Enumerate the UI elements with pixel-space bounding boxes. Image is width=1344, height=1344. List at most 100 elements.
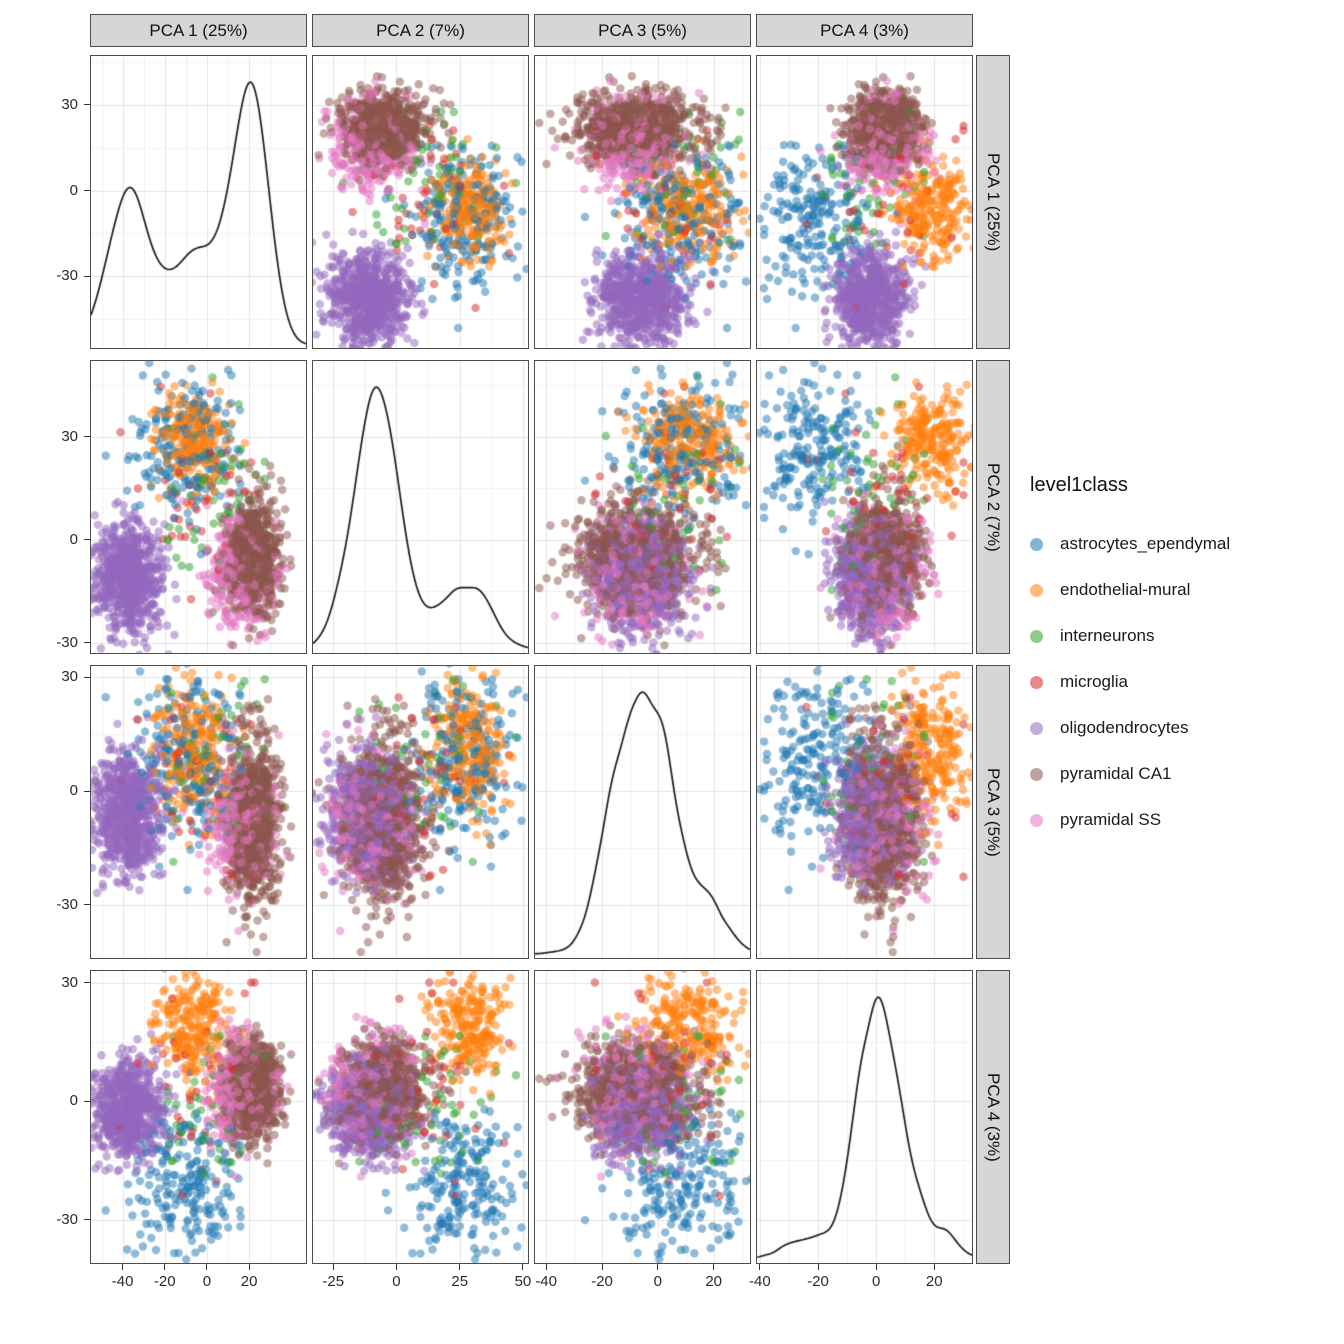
y-axis-tick-label: 0 xyxy=(69,1092,78,1110)
x-axis-tick-label: 50 xyxy=(514,1273,532,1290)
legend-entry: astrocytes_ependymal xyxy=(1030,521,1230,567)
legend-entry-label: pyramidal CA1 xyxy=(1060,764,1172,783)
x-axis-tick-mark xyxy=(248,1264,250,1270)
legend-entry-label: microglia xyxy=(1060,672,1129,691)
x-axis-tick-label: 0 xyxy=(202,1273,212,1290)
facet-strip-row-1: PCA 1 (25%) xyxy=(976,55,1010,349)
density-panel-pc1 xyxy=(90,55,307,349)
y-axis-tick-label: -30 xyxy=(56,633,78,651)
panel-canvas xyxy=(91,971,306,1263)
facet-strip-col-4: PCA 4 (3%) xyxy=(756,14,973,47)
legend-entry: interneurons xyxy=(1030,613,1230,659)
facet-strip-label: PCA 2 (7%) xyxy=(984,462,1003,552)
facet-strip-label: PCA 4 (3%) xyxy=(984,1072,1003,1162)
x-axis-tick-label: 0 xyxy=(392,1273,401,1290)
facet-strip-col-2: PCA 2 (7%) xyxy=(312,14,529,47)
scatter-panel-row2-col1 xyxy=(90,360,307,654)
y-axis-tick-mark xyxy=(84,436,90,438)
density-panel-pc2 xyxy=(312,360,529,654)
y-axis-tick-mark xyxy=(84,642,90,644)
x-axis-tick-mark xyxy=(459,1264,461,1270)
scatter-panel-row3-col2 xyxy=(312,665,529,959)
legend-entry: endothelial-mural xyxy=(1030,567,1230,613)
x-axis-tick-label: 0 xyxy=(653,1273,663,1290)
y-axis-tick-mark xyxy=(84,275,90,277)
panel-canvas xyxy=(535,361,750,653)
legend-title: level1class xyxy=(1030,474,1128,496)
y-axis-tick-mark xyxy=(84,676,90,678)
x-axis-tick-mark xyxy=(164,1264,166,1270)
legend-entry: pyramidal SS xyxy=(1030,797,1230,843)
x-axis-tick-label: 25 xyxy=(451,1273,469,1290)
panel-canvas xyxy=(535,666,750,958)
x-axis-tick-mark xyxy=(601,1264,603,1270)
legend-key-dot xyxy=(1030,675,1043,689)
panel-canvas xyxy=(757,361,972,653)
y-axis-tick-label: 30 xyxy=(61,973,78,991)
scatter-panel-row1-col3 xyxy=(534,55,751,349)
x-axis-tick-label: 20 xyxy=(705,1273,723,1290)
x-axis-tick-mark xyxy=(875,1264,877,1270)
panel-canvas xyxy=(757,56,972,348)
x-axis-tick-mark xyxy=(545,1264,547,1270)
legend: level1class astrocytes_ependymal endothe… xyxy=(1030,474,1230,843)
panel-canvas xyxy=(757,666,972,958)
facet-strip-row-3: PCA 3 (5%) xyxy=(976,665,1010,959)
x-axis-tick-label: -25 xyxy=(322,1273,345,1290)
facet-strip-label: PCA 1 (25%) xyxy=(984,152,1003,252)
facet-strip-label: PCA 1 (25%) xyxy=(149,20,248,40)
legend-entry-label: oligodendrocytes xyxy=(1060,718,1189,737)
legend-key-dot xyxy=(1030,721,1043,735)
panel-canvas xyxy=(91,56,306,348)
facet-strip-row-4: PCA 4 (3%) xyxy=(976,970,1010,1264)
x-axis-tick-label: -20 xyxy=(153,1273,176,1290)
panel-canvas xyxy=(313,361,528,653)
legend-key-dot xyxy=(1030,583,1043,597)
legend-key-dot xyxy=(1030,813,1043,827)
y-axis-tick-mark xyxy=(84,1219,90,1221)
panel-canvas xyxy=(313,56,528,348)
x-axis-tick-label: -20 xyxy=(591,1273,613,1290)
x-axis-tick-mark xyxy=(817,1264,819,1270)
legend-entry-label: interneurons xyxy=(1060,626,1155,645)
x-axis-tick-label: -40 xyxy=(111,1273,134,1290)
x-axis-tick-mark xyxy=(713,1264,715,1270)
density-panel-pc3 xyxy=(534,665,751,959)
panel-canvas xyxy=(535,56,750,348)
x-axis-tick-label: 20 xyxy=(240,1273,258,1290)
x-axis-tick-mark xyxy=(395,1264,397,1270)
scatter-panel-row4-col2 xyxy=(312,970,529,1264)
facet-strip-label: PCA 2 (7%) xyxy=(376,20,465,40)
density-panel-pc4 xyxy=(756,970,973,1264)
facet-strip-label: PCA 4 (3%) xyxy=(820,20,909,40)
legend-entry: oligodendrocytes xyxy=(1030,705,1230,751)
y-axis-tick-mark xyxy=(84,904,90,906)
legend-key-dot xyxy=(1030,629,1043,643)
y-axis-tick-label: 30 xyxy=(61,427,78,445)
x-axis-tick-mark xyxy=(332,1264,334,1270)
y-axis-tick-mark xyxy=(84,539,90,541)
panel-canvas xyxy=(535,971,750,1263)
scatter-panel-row2-col3 xyxy=(534,360,751,654)
scatter-panel-row3-col1 xyxy=(90,665,307,959)
facet-strip-col-3: PCA 3 (5%) xyxy=(534,14,751,47)
legend-key-dot xyxy=(1030,767,1043,781)
legend-entry: pyramidal CA1 xyxy=(1030,751,1230,797)
x-axis-tick-mark xyxy=(522,1264,524,1270)
legend-entry: microglia xyxy=(1030,659,1230,705)
facet-strip-col-1: PCA 1 (25%) xyxy=(90,14,307,47)
scatter-panel-row4-col3 xyxy=(534,970,751,1264)
legend-entry-label: endothelial-mural xyxy=(1060,580,1191,599)
y-axis-tick-mark xyxy=(84,1100,90,1102)
y-axis-tick-label: 30 xyxy=(61,95,78,113)
x-axis-tick-label: 0 xyxy=(871,1273,881,1290)
y-axis-tick-mark xyxy=(84,982,90,984)
y-axis-tick-label: -30 xyxy=(56,267,78,285)
x-axis-tick-mark xyxy=(657,1264,659,1270)
x-axis-tick-label: -40 xyxy=(535,1273,557,1290)
x-axis-tick-label: -20 xyxy=(807,1273,829,1290)
panel-canvas xyxy=(313,971,528,1263)
legend-entry-label: astrocytes_ependymal xyxy=(1060,534,1231,553)
scatter-panel-row1-col2 xyxy=(312,55,529,349)
